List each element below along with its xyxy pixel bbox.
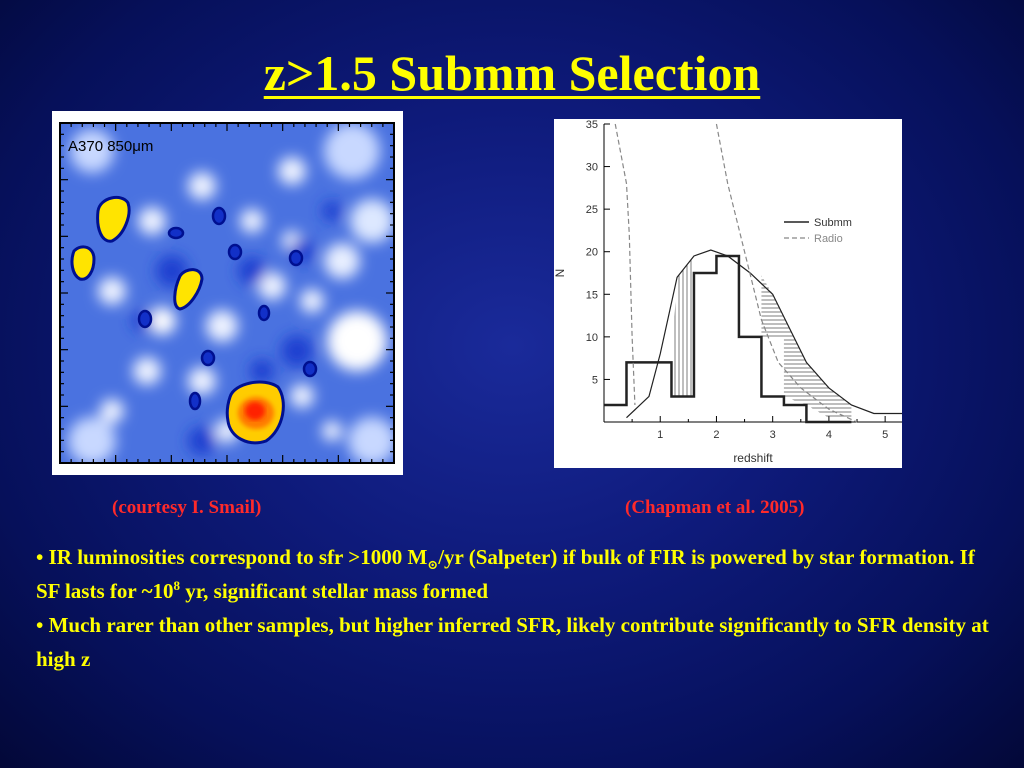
x-tick-label: 3 [770,429,776,441]
redshift-chart: 5 10 15 20 25 30 35 1 2 3 4 5 redshift N Submm Radio [553,119,902,465]
bullet-1-text-b: /yr (Salpeter) if bulk of FIR is powered… [36,545,975,603]
radio-curve [715,123,858,423]
submm-map-figure: A370 850μm [52,111,403,475]
radio-curve-low-z [614,123,636,405]
redshift-chart-figure: 5 10 15 20 25 30 35 1 2 3 4 5 redshift N Submm Radio [553,119,902,468]
bullet-1-text-c: yr, significant stellar mass formed [180,579,488,603]
submm-map-image: A370 850μm [59,122,395,464]
y-tick-label: 15 [586,289,598,301]
bullet-2: • Much rarer than other samples, but hig… [36,613,989,671]
y-tick-label: 30 [586,162,598,174]
bullet-1: • IR luminosities correspond to sfr >100… [36,540,996,608]
right-caption: (Chapman et al. 2005) [625,497,805,518]
x-tick-label: 4 [826,429,832,441]
x-tick-label: 1 [657,429,663,441]
bullet-list: • IR luminosities correspond to sfr >100… [36,540,996,676]
y-tick-label: 20 [586,247,598,259]
legend-submm-label: Submm [814,217,852,229]
exponent: 8 [173,578,181,593]
y-tick-label: 35 [586,119,598,131]
hatch-region-low-z [671,255,694,397]
y-tick-label: 10 [586,332,598,344]
slide-title: z>1.5 Submm Selection [263,45,761,101]
x-tick-label: 5 [882,429,888,441]
solar-symbol: ⊙ [427,557,439,573]
y-tick-label: 5 [592,374,598,386]
y-axis-label: N [554,269,567,278]
y-tick-label: 25 [586,204,598,216]
map-label: A370 850μm [68,138,153,155]
x-tick-label: 2 [713,429,719,441]
bullet-1-text-a: • IR luminosities correspond to sfr >100… [36,545,428,569]
hatch-region-high-z [761,275,852,418]
x-axis-label: redshift [733,451,773,465]
legend-radio-label: Radio [814,233,843,245]
left-caption: (courtesy I. Smail) [112,497,262,518]
